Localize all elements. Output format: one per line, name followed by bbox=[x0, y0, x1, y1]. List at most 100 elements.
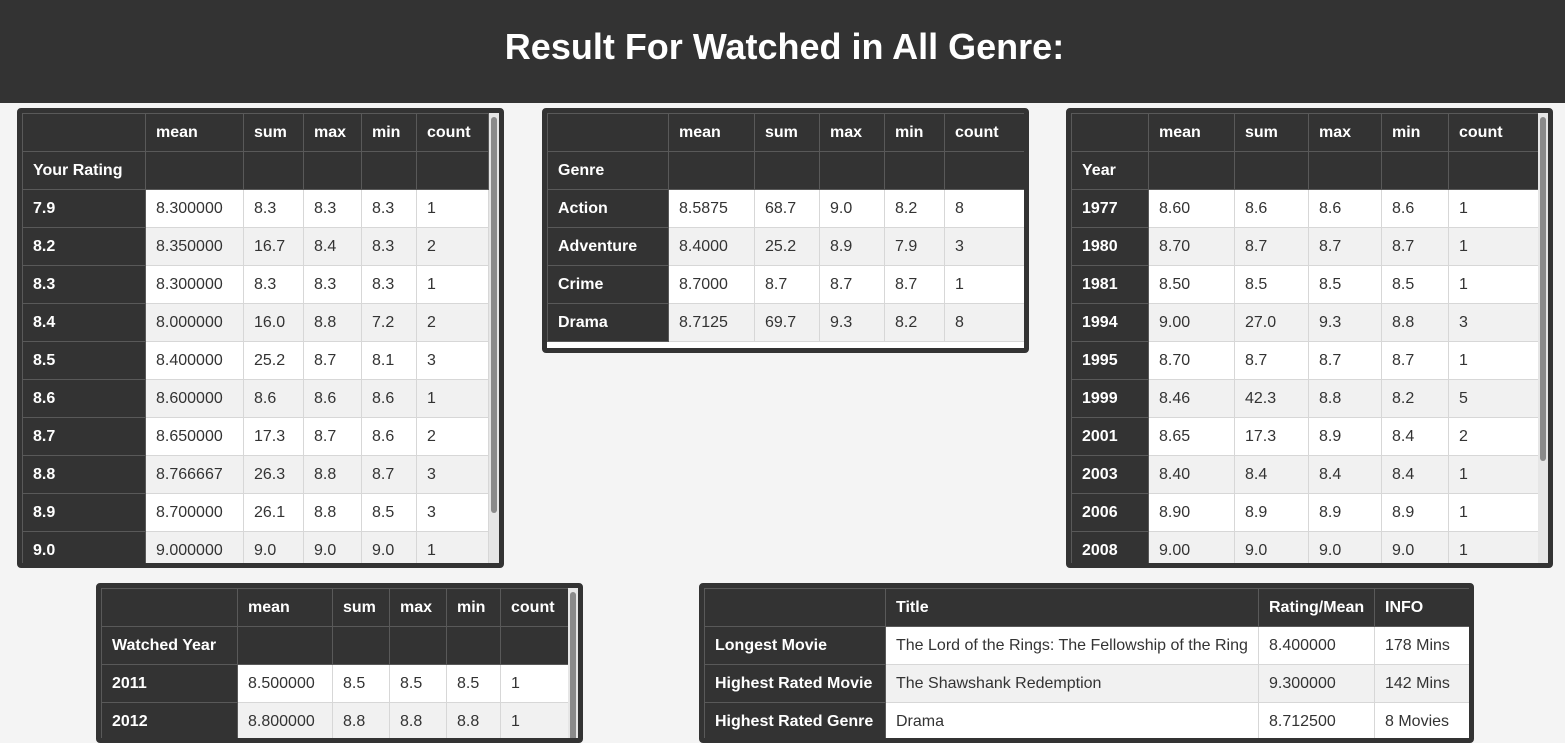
row-header: 1994 bbox=[1071, 303, 1149, 342]
column-header-count[interactable]: count bbox=[1448, 113, 1539, 152]
table-cell: 8.4 bbox=[1308, 455, 1382, 494]
table-cell: 8.2 bbox=[884, 303, 945, 342]
column-header-count[interactable]: count bbox=[944, 113, 1024, 152]
table-cell: 8.65 bbox=[1148, 417, 1235, 456]
empty-header-cell bbox=[819, 151, 885, 190]
table-cell: 8.8 bbox=[1381, 303, 1449, 342]
table-cell: 8.7 bbox=[1381, 227, 1449, 266]
column-header-min[interactable]: min bbox=[361, 113, 417, 152]
table-cell: 8.40 bbox=[1148, 455, 1235, 494]
column-header-max[interactable]: max bbox=[819, 113, 885, 152]
table-row: Crime 8.7000 8.7 8.7 8.7 1 bbox=[547, 265, 1024, 304]
empty-header-cell bbox=[1148, 151, 1235, 190]
column-header-rating-mean[interactable]: Rating/Mean bbox=[1258, 588, 1375, 627]
rating-table-panel[interactable]: mean sum max min count Your Rating 7.9 8.… bbox=[17, 108, 504, 568]
column-header-min[interactable]: min bbox=[884, 113, 945, 152]
column-header-count[interactable]: count bbox=[500, 588, 569, 627]
column-header-mean[interactable]: mean bbox=[145, 113, 244, 152]
table-cell: 8.400000 bbox=[1258, 626, 1375, 665]
column-header-sum[interactable]: sum bbox=[332, 588, 390, 627]
empty-header-cell bbox=[1234, 151, 1309, 190]
table-cell: 3 bbox=[416, 493, 489, 532]
table-cell: 9.0 bbox=[819, 189, 885, 228]
year-table-scrollbar[interactable] bbox=[1538, 113, 1548, 563]
row-header: 2011 bbox=[101, 664, 238, 703]
row-header: 8.6 bbox=[22, 379, 146, 418]
column-header-info[interactable]: INFO bbox=[1374, 588, 1469, 627]
table-cell: 8.7125 bbox=[668, 303, 755, 342]
table-cell: 9.0 bbox=[361, 531, 417, 563]
column-header-mean[interactable]: mean bbox=[668, 113, 755, 152]
row-header: 7.9 bbox=[22, 189, 146, 228]
column-header-max[interactable]: max bbox=[1308, 113, 1382, 152]
table-cell: 8.9 bbox=[1234, 493, 1309, 532]
table-header-row: mean sum max min count bbox=[101, 588, 569, 627]
row-header: 1999 bbox=[1071, 379, 1149, 418]
scroll-thumb[interactable] bbox=[570, 592, 576, 738]
column-header-max[interactable]: max bbox=[303, 113, 362, 152]
table-cell: 8.7 bbox=[1234, 341, 1309, 380]
table-cell: 16.7 bbox=[243, 227, 304, 266]
table-cell: 9.0 bbox=[1234, 531, 1309, 563]
row-header: 8.9 bbox=[22, 493, 146, 532]
column-header-max[interactable]: max bbox=[389, 588, 447, 627]
column-header-title[interactable]: Title bbox=[885, 588, 1259, 627]
watched-year-table-scrollbar[interactable] bbox=[568, 588, 578, 738]
table-cell: 2 bbox=[416, 303, 489, 342]
page-header: Result For Watched in All Genre: bbox=[0, 0, 1565, 103]
column-header-sum[interactable]: sum bbox=[243, 113, 304, 152]
highlights-table-panel: Title Rating/Mean INFO Longest Movie The … bbox=[699, 583, 1474, 743]
row-header: 8.2 bbox=[22, 227, 146, 266]
rating-table-scrollbar[interactable] bbox=[489, 113, 499, 563]
column-header-mean[interactable]: mean bbox=[237, 588, 333, 627]
table-row: 2003 8.40 8.4 8.4 8.4 1 bbox=[1071, 455, 1539, 494]
scroll-thumb[interactable] bbox=[491, 117, 497, 513]
table-cell: 8.500000 bbox=[237, 664, 333, 703]
row-header: Highest Rated Movie bbox=[704, 664, 886, 703]
table-row: Longest Movie The Lord of the Rings: The … bbox=[704, 626, 1469, 665]
table-cell: 17.3 bbox=[1234, 417, 1309, 456]
table-row: 2012 8.800000 8.8 8.8 8.8 1 bbox=[101, 702, 569, 738]
table-cell: 8.700000 bbox=[145, 493, 244, 532]
table-cell: 8.7 bbox=[1308, 227, 1382, 266]
row-header: 1981 bbox=[1071, 265, 1149, 304]
table-cell: 8.5 bbox=[1308, 265, 1382, 304]
table-cell: 1 bbox=[500, 702, 569, 738]
table-cell: 8.3 bbox=[243, 265, 304, 304]
table-cell: 9.0 bbox=[1308, 531, 1382, 563]
watched-year-stats-table: mean sum max min count Watched Year 2011… bbox=[101, 588, 569, 738]
column-header-count[interactable]: count bbox=[416, 113, 489, 152]
scroll-thumb[interactable] bbox=[1540, 117, 1546, 461]
index-corner-cell bbox=[1071, 113, 1149, 152]
column-header-mean[interactable]: mean bbox=[1148, 113, 1235, 152]
empty-header-cell bbox=[1308, 151, 1382, 190]
table-row: 2008 9.00 9.0 9.0 9.0 1 bbox=[1071, 531, 1539, 563]
watched-year-table-panel[interactable]: mean sum max min count Watched Year 2011… bbox=[96, 583, 583, 743]
empty-header-cell bbox=[243, 151, 304, 190]
index-corner-cell bbox=[22, 113, 146, 152]
table-cell: 8.3 bbox=[303, 189, 362, 228]
table-cell: 9.3 bbox=[819, 303, 885, 342]
table-cell: 8.3 bbox=[361, 189, 417, 228]
empty-header-cell bbox=[944, 151, 1024, 190]
column-header-sum[interactable]: sum bbox=[1234, 113, 1309, 152]
column-header-min[interactable]: min bbox=[1381, 113, 1449, 152]
index-name-header: Your Rating bbox=[22, 151, 146, 190]
year-table-panel[interactable]: mean sum max min count Year 1977 8.60 8.6 8… bbox=[1066, 108, 1553, 568]
empty-header-cell bbox=[884, 151, 945, 190]
table-cell: 8.7 bbox=[361, 455, 417, 494]
table-cell: The Shawshank Redemption bbox=[885, 664, 1259, 703]
row-header: 2008 bbox=[1071, 531, 1149, 563]
column-header-min[interactable]: min bbox=[446, 588, 501, 627]
table-cell: 8.350000 bbox=[145, 227, 244, 266]
table-row: 8.3 8.300000 8.3 8.3 8.3 1 bbox=[22, 265, 489, 304]
table-cell: 8.9 bbox=[1381, 493, 1449, 532]
table-cell: 1 bbox=[1448, 227, 1539, 266]
empty-header-cell bbox=[389, 626, 447, 665]
table-cell: 8.50 bbox=[1148, 265, 1235, 304]
table-row: Action 8.5875 68.7 9.0 8.2 8 bbox=[547, 189, 1024, 228]
column-header-sum[interactable]: sum bbox=[754, 113, 820, 152]
row-header: 9.0 bbox=[22, 531, 146, 563]
table-cell: 8.5875 bbox=[668, 189, 755, 228]
table-row: 8.8 8.766667 26.3 8.8 8.7 3 bbox=[22, 455, 489, 494]
